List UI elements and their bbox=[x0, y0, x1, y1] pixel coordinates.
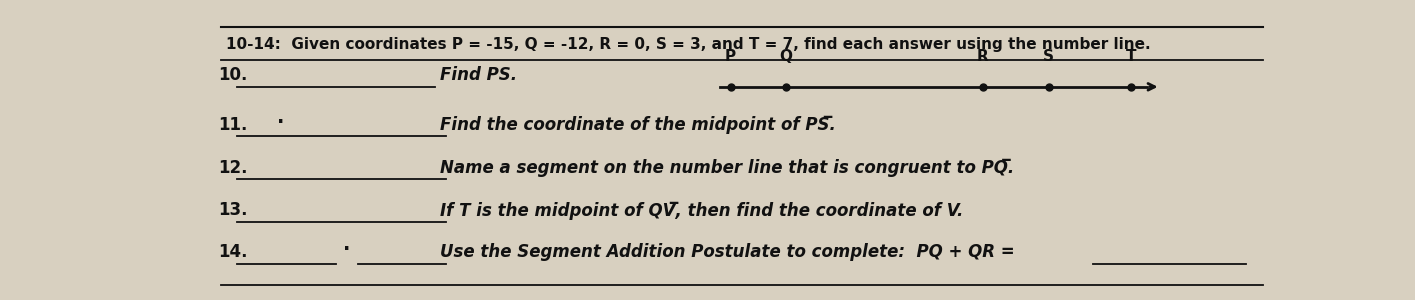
Text: P: P bbox=[724, 49, 736, 64]
Text: .: . bbox=[277, 108, 284, 127]
Text: 11.: 11. bbox=[218, 116, 248, 134]
Text: Name a segment on the number line that is congruent to PQ̅.: Name a segment on the number line that i… bbox=[440, 159, 1015, 177]
Text: Q: Q bbox=[780, 49, 792, 64]
Text: S: S bbox=[1043, 49, 1054, 64]
Text: If T is the midpoint of QV̅, then find the coordinate of V.: If T is the midpoint of QV̅, then find t… bbox=[440, 201, 964, 220]
Text: 12.: 12. bbox=[218, 159, 248, 177]
Text: Find PS.: Find PS. bbox=[440, 66, 518, 84]
Text: 10.: 10. bbox=[218, 66, 248, 84]
Text: 13.: 13. bbox=[218, 201, 248, 219]
Text: Find the coordinate of the midpoint of PS̅.: Find the coordinate of the midpoint of P… bbox=[440, 116, 836, 134]
Text: Use the Segment Addition Postulate to complete:  PQ + QR =: Use the Segment Addition Postulate to co… bbox=[440, 243, 1015, 261]
Text: R: R bbox=[976, 49, 989, 64]
Text: 14.: 14. bbox=[218, 243, 248, 261]
Text: 10-14:  Given coordinates P = -15, Q = -12, R = 0, S = 3, and T = 7, find each a: 10-14: Given coordinates P = -15, Q = -1… bbox=[226, 37, 1150, 52]
Text: .: . bbox=[344, 235, 351, 254]
Text: T: T bbox=[1126, 49, 1136, 64]
